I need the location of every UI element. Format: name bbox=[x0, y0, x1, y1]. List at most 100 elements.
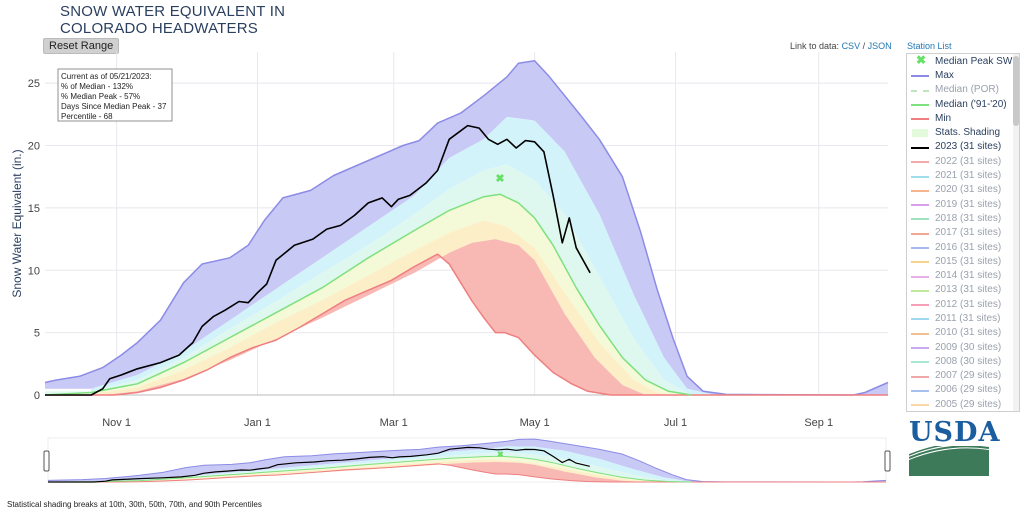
legend-symbol bbox=[907, 99, 935, 109]
station-list-link[interactable]: Station List bbox=[907, 41, 952, 51]
p70-p90-band bbox=[91, 116, 715, 396]
legend-item[interactable]: ✖ Median Peak SWE bbox=[907, 54, 1019, 68]
min-p10-band bbox=[45, 239, 888, 395]
legend-label: 2009 (30 sites) bbox=[935, 341, 1002, 353]
legend-item[interactable]: Stats. Shading bbox=[907, 125, 1019, 139]
legend-label: 2017 (31 sites) bbox=[935, 227, 1002, 239]
legend-item[interactable]: 2005 (29 sites) bbox=[907, 397, 1019, 411]
legend-item[interactable]: 2023 (31 sites) bbox=[907, 140, 1019, 154]
navigator-band bbox=[93, 446, 714, 482]
legend-label: 2018 (31 sites) bbox=[935, 212, 1002, 224]
y-tick-label: 10 bbox=[28, 265, 40, 277]
legend-symbol bbox=[907, 142, 935, 152]
legend-label: Median (POR) bbox=[935, 84, 999, 96]
legend-label: 2015 (31 sites) bbox=[935, 255, 1002, 267]
x-tick-label: Jul 1 bbox=[664, 417, 687, 429]
links-prefix: Link to data: bbox=[790, 41, 840, 51]
legend-symbol bbox=[907, 242, 935, 252]
legend-label: 2007 (29 sites) bbox=[935, 370, 1002, 382]
y-tick-label: 15 bbox=[28, 203, 40, 215]
legend-symbol bbox=[907, 285, 935, 295]
legend-item[interactable]: 2022 (31 sites) bbox=[907, 154, 1019, 168]
legend-item[interactable]: 2008 (30 sites) bbox=[907, 354, 1019, 368]
legend-label: 2014 (31 sites) bbox=[935, 270, 1002, 282]
legend-item[interactable]: 2010 (31 sites) bbox=[907, 326, 1019, 340]
legend-item[interactable]: 2018 (31 sites) bbox=[907, 211, 1019, 225]
legend-item[interactable]: Min bbox=[907, 111, 1019, 125]
x-tick-label: Mar 1 bbox=[380, 417, 408, 429]
legend-item[interactable]: 2020 (31 sites) bbox=[907, 183, 1019, 197]
legend-scrollbar[interactable] bbox=[1013, 54, 1019, 411]
x-tick-label: Nov 1 bbox=[102, 417, 131, 429]
y-tick-label: 25 bbox=[28, 78, 40, 90]
max-line bbox=[44, 59, 889, 396]
legend-symbol bbox=[907, 213, 935, 223]
navigator-peak-marker: ✖ bbox=[497, 450, 504, 459]
legend-label: 2005 (29 sites) bbox=[935, 398, 1002, 410]
navigator-min-line bbox=[48, 463, 886, 483]
links-separator: / bbox=[862, 41, 866, 51]
usda-logo: USDA bbox=[908, 417, 1001, 478]
legend-item[interactable]: 2006 (29 sites) bbox=[907, 383, 1019, 397]
legend-symbol bbox=[907, 342, 935, 352]
legend-item[interactable]: 2012 (31 sites) bbox=[907, 297, 1019, 311]
legend-item[interactable]: 2009 (30 sites) bbox=[907, 340, 1019, 354]
json-link[interactable]: JSON bbox=[867, 41, 892, 51]
legend-label: Stats. Shading bbox=[935, 127, 1001, 139]
swe-chart[interactable]: 0 5 10 15 20 25 Nov 1 Jan 1 Mar 1 May 1 Jul 1 Sep 1… bbox=[0, 0, 900, 500]
legend-item[interactable]: 2016 (31 sites) bbox=[907, 240, 1019, 254]
legend-item[interactable]: 2015 (31 sites) bbox=[907, 254, 1019, 268]
legend-label: 2019 (31 sites) bbox=[935, 198, 1002, 210]
current-year-line bbox=[45, 124, 591, 396]
info-box-line: % Median Peak - 57% bbox=[61, 92, 140, 101]
legend-label: 2023 (31 sites) bbox=[935, 141, 1002, 153]
max-band bbox=[45, 60, 888, 395]
legend-item[interactable]: 2021 (31 sites) bbox=[907, 168, 1019, 182]
reset-range-button[interactable]: Reset Range bbox=[43, 38, 120, 54]
legend-label: 2006 (29 sites) bbox=[935, 384, 1002, 396]
y-axis-title: Snow Water Equivalent (in.) bbox=[10, 149, 24, 297]
x-tick-label: Sep 1 bbox=[804, 417, 833, 429]
legend-item[interactable]: 2017 (31 sites) bbox=[907, 226, 1019, 240]
legend-symbol bbox=[907, 356, 935, 366]
data-links: Link to data: CSV / JSON bbox=[790, 41, 892, 51]
legend-label: 2021 (31 sites) bbox=[935, 170, 1002, 182]
legend-symbol bbox=[907, 271, 935, 281]
legend-item[interactable]: 2007 (29 sites) bbox=[907, 369, 1019, 383]
p10-p30-band bbox=[91, 220, 674, 395]
range-handle-right[interactable] bbox=[884, 450, 891, 472]
legend-symbol bbox=[907, 328, 935, 338]
chart-title: SNOW WATER EQUIVALENT IN COLORADO HEADWA… bbox=[60, 3, 286, 37]
median-peak-marker[interactable]: ✖ bbox=[495, 173, 504, 185]
info-box-line: % of Median - 132% bbox=[61, 82, 133, 91]
legend-item[interactable]: 2014 (31 sites) bbox=[907, 268, 1019, 282]
info-box-line: Current as of 05/21/2023: bbox=[61, 72, 152, 81]
legend-item[interactable]: 2019 (31 sites) bbox=[907, 197, 1019, 211]
legend-label: 2010 (31 sites) bbox=[935, 327, 1002, 339]
csv-link[interactable]: CSV bbox=[841, 41, 861, 51]
info-box-line: Days Since Median Peak - 37 bbox=[61, 102, 167, 111]
navigator-band bbox=[48, 462, 886, 482]
legend-symbol bbox=[907, 85, 935, 95]
usda-logo-text: USDA bbox=[909, 417, 1001, 448]
x-tick-label: May 1 bbox=[520, 417, 550, 429]
legend-item[interactable]: Median (POR) bbox=[907, 83, 1019, 97]
x-tick-label: Jan 1 bbox=[244, 417, 271, 429]
legend-item[interactable]: 2011 (31 sites) bbox=[907, 311, 1019, 325]
legend-symbol bbox=[907, 256, 935, 266]
legend-scroll-thumb[interactable] bbox=[1013, 56, 1019, 126]
legend-item[interactable]: Max bbox=[907, 68, 1019, 82]
legend-label: 2013 (31 sites) bbox=[935, 284, 1002, 296]
legend-item[interactable]: Median ('91-'20) bbox=[907, 97, 1019, 111]
navigator-median-line bbox=[47, 455, 691, 483]
legend-symbol bbox=[907, 228, 935, 238]
legend-symbol bbox=[907, 113, 935, 123]
y-tick-label: 20 bbox=[28, 141, 40, 153]
legend-label: 2020 (31 sites) bbox=[935, 184, 1002, 196]
legend-label: Median ('91-'20) bbox=[935, 98, 1007, 110]
legend-label: 2022 (31 sites) bbox=[935, 155, 1002, 167]
legend-item[interactable]: 2013 (31 sites) bbox=[907, 283, 1019, 297]
range-handle-left[interactable] bbox=[43, 450, 50, 472]
legend-symbol bbox=[907, 70, 935, 80]
legend-label: Median Peak SWE bbox=[935, 55, 1019, 67]
